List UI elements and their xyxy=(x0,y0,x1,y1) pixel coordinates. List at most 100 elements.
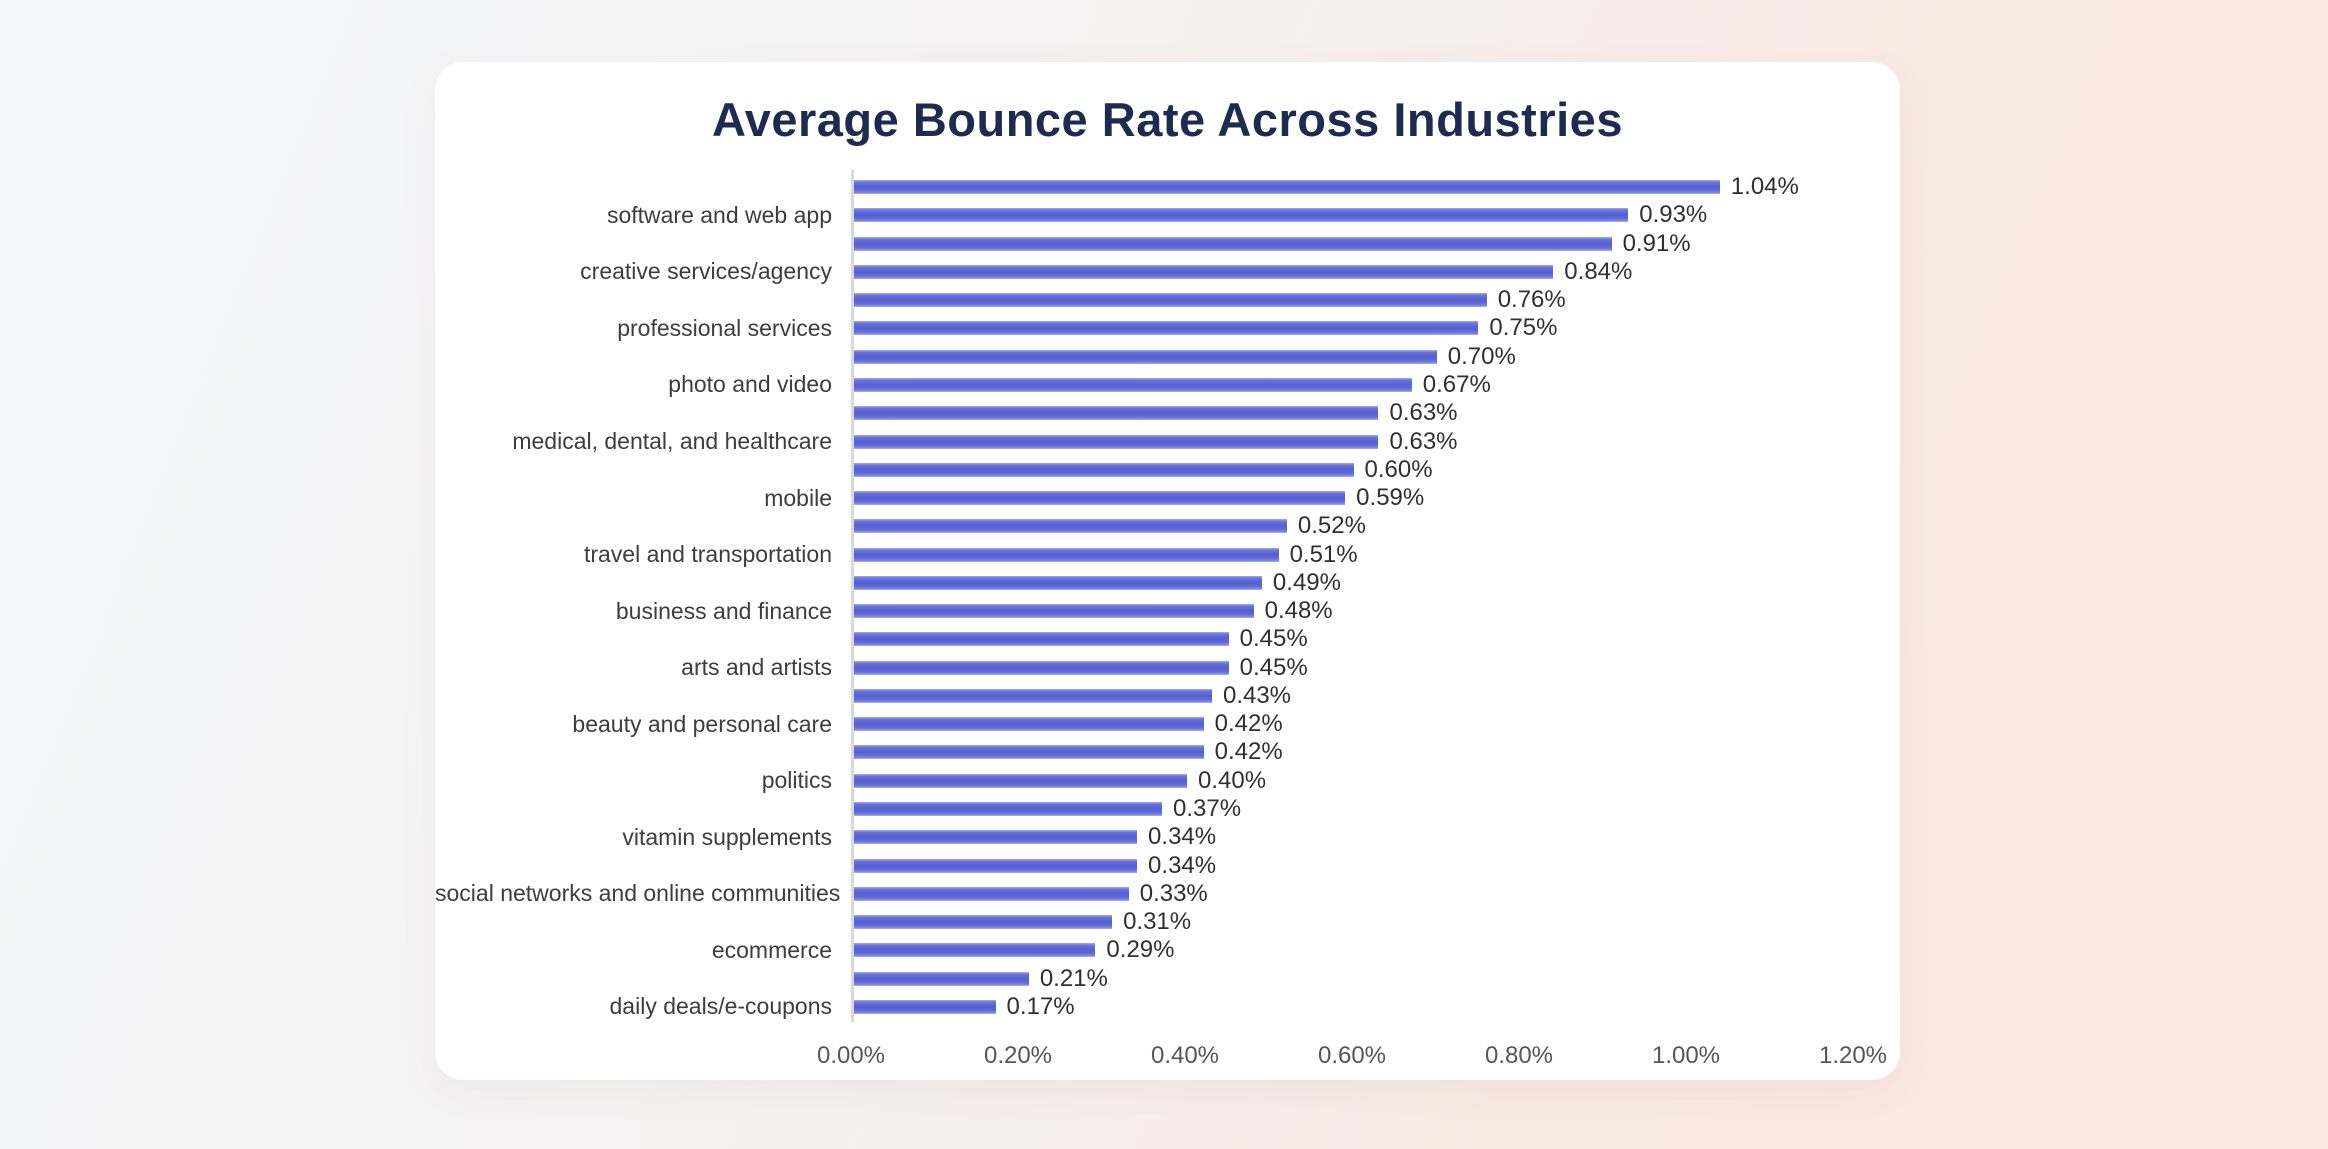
bar-cell: 0.84% xyxy=(851,258,1853,286)
bar xyxy=(854,462,1354,477)
chart-row: 0.43% xyxy=(435,682,1870,710)
category-label: software and web app xyxy=(606,201,832,228)
bar-cell: 0.34% xyxy=(851,823,1853,851)
bar-cell: 0.48% xyxy=(851,597,1853,625)
category-label: ecommerce xyxy=(711,936,832,963)
chart-row: travel and transportation 0.51% xyxy=(435,540,1870,568)
chart-row: 0.60% xyxy=(435,456,1870,484)
chart-row: 1.04% xyxy=(435,173,1870,201)
bar-cell: 0.67% xyxy=(851,371,1853,399)
bar-cell: 0.21% xyxy=(851,964,1853,992)
bar-cell: 0.42% xyxy=(851,710,1853,738)
category-label: vitamin supplements xyxy=(622,823,832,850)
category-label: travel and transportation xyxy=(583,541,832,568)
category-label: professional services xyxy=(617,314,832,341)
chart-row: medical, dental, and healthcare 0.63% xyxy=(435,427,1870,455)
bar-cell: 0.93% xyxy=(851,201,1853,229)
value-label: 0.75% xyxy=(1489,314,1558,342)
value-label: 0.63% xyxy=(1389,399,1458,427)
value-label: 0.52% xyxy=(1297,512,1366,540)
value-label: 0.40% xyxy=(1198,766,1267,794)
bar xyxy=(854,236,1612,251)
bar-cell: 0.31% xyxy=(851,908,1853,936)
bar xyxy=(854,406,1379,421)
value-label: 0.34% xyxy=(1148,851,1217,879)
chart-row: vitamin supplements 0.34% xyxy=(435,823,1870,851)
bar-cell: 0.40% xyxy=(851,767,1853,795)
bar xyxy=(854,801,1163,816)
value-label: 0.60% xyxy=(1364,455,1433,483)
chart-row: professional services 0.75% xyxy=(435,314,1870,342)
category-label: medical, dental, and healthcare xyxy=(512,428,832,455)
bar xyxy=(854,717,1204,732)
value-label: 0.59% xyxy=(1356,484,1425,512)
chart-rows: 1.04% software and web app 0.93% 0.91% creat… xyxy=(435,173,1870,1021)
chart-row: 0.34% xyxy=(435,851,1870,879)
value-label: 0.63% xyxy=(1389,427,1458,455)
chart-row: 0.52% xyxy=(435,512,1870,540)
bar xyxy=(854,547,1279,562)
bar xyxy=(854,180,1720,195)
value-label: 0.91% xyxy=(1622,229,1691,257)
chart-row: 0.63% xyxy=(435,399,1870,427)
chart-row: 0.42% xyxy=(435,738,1870,766)
bar xyxy=(854,943,1096,958)
bar xyxy=(854,773,1187,788)
category-label: politics xyxy=(761,767,832,794)
chart-title: Average Bounce Rate Across Industries xyxy=(712,93,1623,146)
bar xyxy=(854,830,1138,845)
bar-cell: 0.29% xyxy=(851,936,1853,964)
chart-row: 0.70% xyxy=(435,343,1870,371)
value-label: 0.43% xyxy=(1222,681,1292,709)
x-tick-label: 0.20% xyxy=(983,1042,1053,1069)
value-label: 0.76% xyxy=(1497,286,1566,314)
category-label: photo and video xyxy=(668,371,832,398)
bar-cell: 0.76% xyxy=(851,286,1853,314)
x-tick-label: 0.60% xyxy=(1317,1042,1387,1069)
chart-row: 0.45% xyxy=(435,625,1870,653)
bar-cell: 0.52% xyxy=(851,512,1853,540)
bar xyxy=(854,491,1346,506)
chart-row: arts and artists 0.45% xyxy=(435,654,1870,682)
x-axis: 0.00% 0.20% 0.40% 0.60% 0.80% 1.00% 1.20% xyxy=(817,1042,1887,1074)
bar-cell: 0.91% xyxy=(851,230,1853,258)
value-label: 0.45% xyxy=(1239,625,1308,653)
bar xyxy=(854,434,1379,449)
chart-row: social networks and online communities 0.… xyxy=(435,880,1870,908)
bar xyxy=(854,264,1554,279)
bar xyxy=(854,293,1487,308)
chart-row: 0.49% xyxy=(435,569,1870,597)
bar xyxy=(854,745,1204,760)
value-label: 0.37% xyxy=(1173,794,1242,822)
bar xyxy=(854,886,1129,901)
bar-cell: 0.63% xyxy=(851,427,1853,455)
category-label: arts and artists xyxy=(681,654,832,681)
x-tick-label: 0.80% xyxy=(1484,1042,1554,1069)
bar-cell: 0.45% xyxy=(851,654,1853,682)
category-label: business and finance xyxy=(615,597,832,624)
value-label: 1.04% xyxy=(1730,173,1799,201)
chart-row: daily deals/e-coupons 0.17% xyxy=(435,993,1870,1021)
chart-row: ecommerce 0.29% xyxy=(435,936,1870,964)
bar xyxy=(854,858,1138,873)
chart-row: 0.31% xyxy=(435,908,1870,936)
bar-cell: 0.60% xyxy=(851,456,1853,484)
chart-row: 0.76% xyxy=(435,286,1870,314)
bar-cell: 1.04% xyxy=(851,173,1853,201)
value-label: 0.93% xyxy=(1639,201,1708,229)
x-tick-label: 0.00% xyxy=(816,1042,886,1069)
value-label: 0.17% xyxy=(1006,992,1075,1020)
bar xyxy=(854,208,1629,223)
bar xyxy=(854,971,1029,986)
chart-row: 0.21% xyxy=(435,964,1870,992)
bar xyxy=(854,604,1254,619)
category-label: mobile xyxy=(764,484,832,511)
bar xyxy=(854,377,1412,392)
category-label: daily deals/e-coupons xyxy=(609,993,832,1020)
value-label: 0.42% xyxy=(1214,738,1283,766)
bar xyxy=(854,519,1287,534)
bar-cell: 0.34% xyxy=(851,851,1853,879)
chart-row: software and web app 0.93% xyxy=(435,201,1870,229)
bar-cell: 0.37% xyxy=(851,795,1853,823)
value-label: 0.33% xyxy=(1139,879,1208,907)
